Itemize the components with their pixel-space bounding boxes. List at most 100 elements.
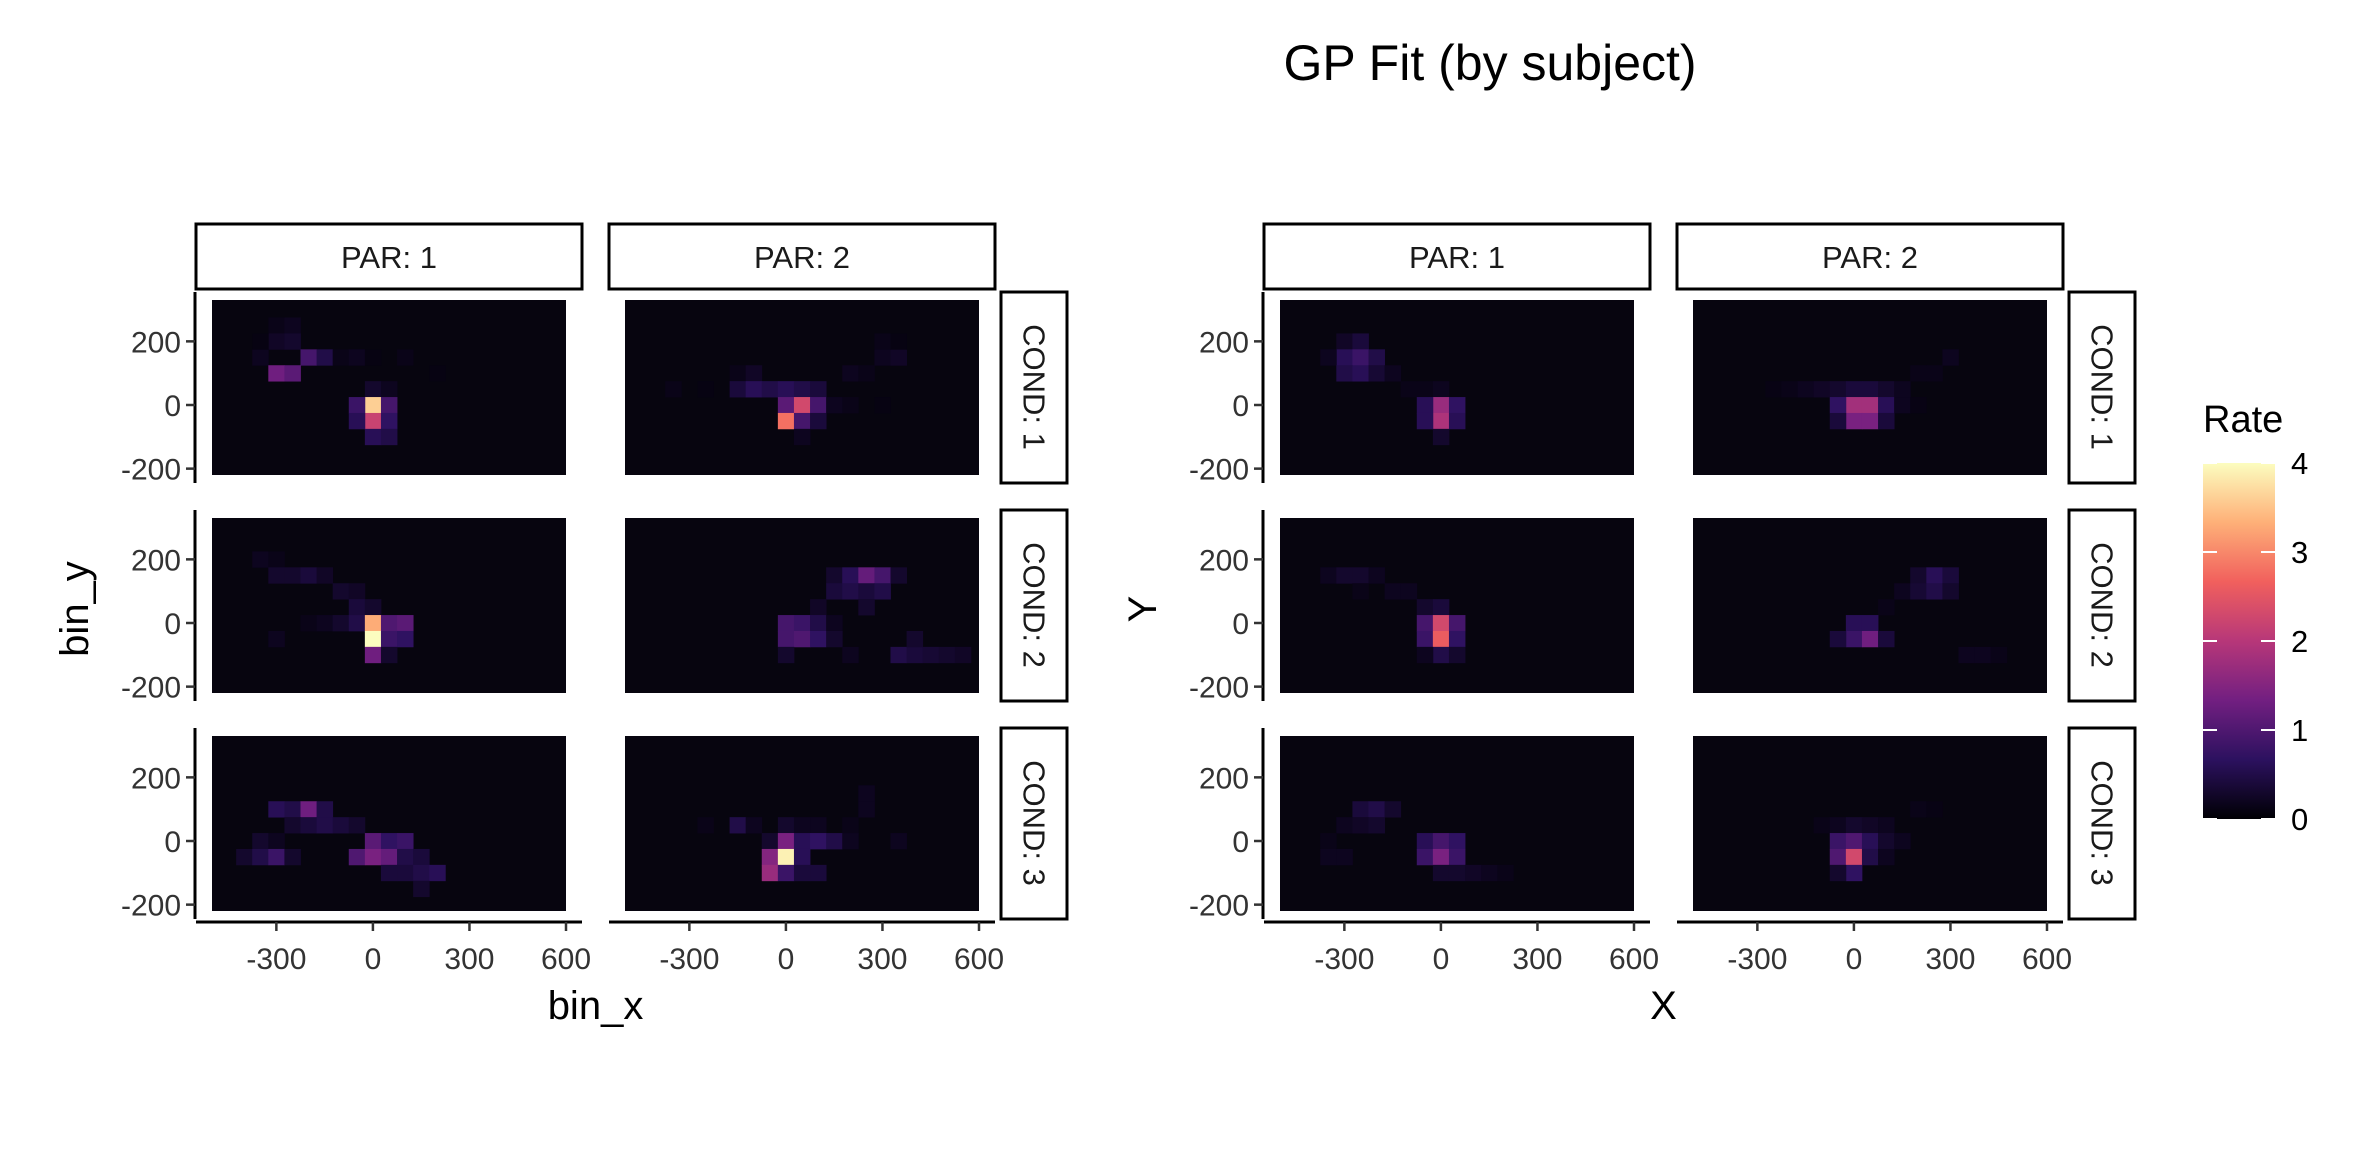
heatmap-cell xyxy=(1336,817,1352,833)
heatmap-cell xyxy=(1830,817,1846,833)
heatmap-cell xyxy=(1433,381,1449,397)
x-tick-label: 0 xyxy=(1846,943,1863,976)
x-tick-label: 0 xyxy=(1433,943,1450,976)
heatmap-cell xyxy=(301,801,317,817)
heatmap-cell xyxy=(365,599,381,615)
heatmap-cell xyxy=(762,833,778,849)
heatmap-cell xyxy=(1401,381,1417,397)
y-tick-label: -200 xyxy=(1189,454,1249,487)
strip-right-label: COND: 1 xyxy=(1017,324,1052,450)
heatmap-cell xyxy=(1433,615,1449,631)
heatmap-cell xyxy=(1449,615,1465,631)
heatmap-cell xyxy=(397,631,413,647)
heatmap-cell xyxy=(397,849,413,865)
heatmap-cell xyxy=(381,397,397,413)
panel-1-3 xyxy=(212,736,566,911)
heatmap-cell xyxy=(1830,865,1846,881)
panel-1-3 xyxy=(1280,736,1634,911)
y-tick-label: -200 xyxy=(121,672,181,705)
strip-right-label: COND: 2 xyxy=(1017,542,1052,668)
heatmap-cell xyxy=(842,647,858,663)
heatmap-cell xyxy=(301,349,317,365)
strip-right-label: COND: 2 xyxy=(2085,542,2120,668)
heatmap-cell xyxy=(317,801,333,817)
heatmap-cell xyxy=(349,599,365,615)
y-tick-label: 0 xyxy=(164,608,181,641)
heatmap-cell xyxy=(1433,429,1449,445)
legend-title: Rate xyxy=(2203,399,2283,441)
heatmap-cell xyxy=(1830,849,1846,865)
heatmap-cell xyxy=(284,333,300,349)
heatmap-cell xyxy=(284,365,300,381)
heatmap-cell xyxy=(301,817,317,833)
heatmap-cell xyxy=(826,567,842,583)
heatmap-cell xyxy=(365,833,381,849)
y-tick-label: -200 xyxy=(1189,890,1249,923)
heatmap-cell xyxy=(1942,583,1958,599)
heatmap-cell xyxy=(1352,817,1368,833)
heatmap-cell xyxy=(381,429,397,445)
heatmap-cell xyxy=(365,849,381,865)
y-tick-label: 0 xyxy=(1232,608,1249,641)
heatmap-cell xyxy=(413,849,429,865)
heatmap-cell xyxy=(1846,615,1862,631)
x-tick-label: 300 xyxy=(857,943,907,976)
heatmap-cell xyxy=(413,881,429,897)
panel-background xyxy=(212,736,566,911)
legend-tick-label: 0 xyxy=(2291,802,2308,837)
heatmap-cell xyxy=(1449,647,1465,663)
heatmap-cell xyxy=(1352,583,1368,599)
heatmap-cell xyxy=(1926,365,1942,381)
heatmap-cell xyxy=(826,615,842,631)
heatmap-cell xyxy=(349,583,365,599)
heatmap-cell xyxy=(252,833,268,849)
heatmap-cell xyxy=(810,833,826,849)
heatmap-cell xyxy=(1417,599,1433,615)
heatmap-cell xyxy=(1336,349,1352,365)
heatmap-cell xyxy=(842,583,858,599)
heatmap-cell xyxy=(891,833,907,849)
legend-tick-label: 3 xyxy=(2291,535,2308,570)
heatmap-cell xyxy=(778,413,794,429)
heatmap-cell xyxy=(1878,381,1894,397)
heatmap-cell xyxy=(381,381,397,397)
heatmap-cell xyxy=(236,849,252,865)
heatmap-cell xyxy=(1830,413,1846,429)
y-tick-label: 200 xyxy=(131,762,181,795)
panel-1-2 xyxy=(212,518,566,693)
heatmap-cell xyxy=(891,647,907,663)
heatmap-cell xyxy=(1894,583,1910,599)
heatmap-cell xyxy=(891,333,907,349)
heatmap-cell xyxy=(1369,365,1385,381)
heatmap-cell xyxy=(1401,583,1417,599)
heatmap-cell xyxy=(697,381,713,397)
y-tick-label: 0 xyxy=(1232,826,1249,859)
heatmap-cell xyxy=(333,615,349,631)
heatmap-cell xyxy=(1878,397,1894,413)
x-tick-label: -300 xyxy=(659,943,719,976)
heatmap-cell xyxy=(1846,413,1862,429)
heatmap-cell xyxy=(333,583,349,599)
heatmap-cell xyxy=(349,413,365,429)
heatmap-cell xyxy=(1336,567,1352,583)
y-tick-label: -200 xyxy=(121,454,181,487)
heatmap-cell xyxy=(842,397,858,413)
heatmap-cell xyxy=(1846,397,1862,413)
heatmap-cell xyxy=(1433,865,1449,881)
heatmap-cell xyxy=(1798,381,1814,397)
y-tick-label: 0 xyxy=(164,826,181,859)
heatmap-cell xyxy=(762,381,778,397)
heatmap-cell xyxy=(1846,865,1862,881)
heatmap-cell xyxy=(1352,567,1368,583)
heatmap-cell xyxy=(778,865,794,881)
heatmap-cell xyxy=(907,631,923,647)
heatmap-cell xyxy=(284,849,300,865)
heatmap-cell xyxy=(1846,631,1862,647)
heatmap-cell xyxy=(810,631,826,647)
heatmap-cell xyxy=(1894,381,1910,397)
heatmap-cell xyxy=(810,599,826,615)
panel-background xyxy=(1280,518,1634,693)
heatmap-cell xyxy=(746,381,762,397)
heatmap-cell xyxy=(923,647,939,663)
strip-right-label: COND: 1 xyxy=(2085,324,2120,450)
